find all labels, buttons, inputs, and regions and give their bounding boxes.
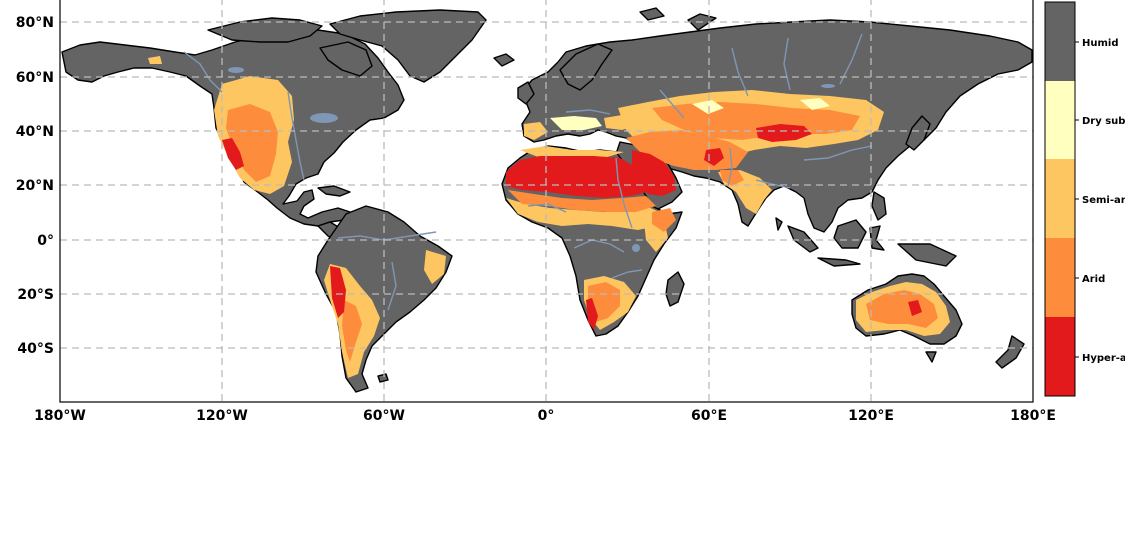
philippines [871,191,887,221]
arid-horn-of-africa [652,208,676,232]
lake-baikal [821,84,835,88]
latitude-labels: 80°N 60°N 40°N 20°N 0° 20°S 40°S [16,15,54,357]
lakes-layer [228,67,835,252]
lon-label-60w: 60°W [363,408,405,424]
lon-label-180e: 180°E [1010,408,1056,424]
semi-arid-spain [524,122,548,140]
river-yangtze [803,145,873,161]
river-zambezi [611,269,643,279]
hyper-arid-iran [704,148,724,166]
lon-label-60e: 60°E [691,408,727,424]
lat-label-80n: 80°N [16,15,54,31]
semi-arid-brazil [424,250,446,284]
iceland [493,53,515,67]
river-niger [527,203,567,213]
hudson-bay-lakes [228,67,244,73]
river-lena [839,33,863,85]
river-ob [731,47,749,97]
new-guinea [897,243,957,267]
river-volga [659,89,685,119]
colorbar-label-arid: Arid [1082,274,1105,285]
colorbar-label-humid: Humid [1082,38,1119,49]
lon-label-0: 0° [538,408,555,424]
arid-thar [720,170,744,186]
cuba [317,185,351,197]
arctic-archipelago [207,17,323,43]
dry-subhumid-zones [550,98,830,130]
borneo [833,219,867,249]
colorbar-swatch-dry-subhumid [1045,81,1075,159]
sri-lanka [775,217,783,231]
lon-label-120w: 120°W [196,408,248,424]
semi-arid-sahel [506,198,664,230]
lat-label-40s: 40°S [17,341,54,357]
lat-label-40n: 40°N [16,124,54,140]
lon-label-180w: 180°W [34,408,86,424]
lon-label-120e: 120°E [848,408,894,424]
british-isles [517,81,535,105]
river-yenisei [783,37,791,91]
colorbar-label-hyper-arid: Hyper-a [1082,353,1125,364]
lat-label-20s: 20°S [17,287,54,303]
greenland [329,9,487,83]
java [817,257,861,267]
great-lakes [310,113,338,123]
colorbar-swatch-semi-arid [1045,159,1075,238]
longitude-labels: 180°W 120°W 60°W 0° 60°E 120°E 180°E [34,408,1056,424]
graticule [60,0,1033,402]
river-mississippi [287,91,305,181]
hyper-arid-australia-center [908,300,922,316]
river-indus [727,147,733,187]
aridity-colorbar: Humid Dry sub Semi-ar Arid Hyper-a [1044,1,1125,397]
lat-label-20n: 20°N [16,178,54,194]
hyper-arid-taklamakan [756,124,812,142]
lake-victoria [632,244,640,252]
river-parana [387,261,397,311]
lat-label-0: 0° [37,233,54,249]
scandinavia [559,43,613,91]
semi-arid-turkey-caspian [604,114,640,130]
baffin-island [319,41,373,77]
new-zealand [995,335,1025,369]
dry-subhumid-mediterranean [550,116,602,130]
arid-australia [866,290,938,328]
tasmania [925,351,937,363]
dry-subhumid-caspian [692,100,724,114]
arid-north-america [226,104,278,182]
arid-sahel [508,190,656,212]
hyper-arid-mexico [222,138,244,170]
semi-arid-alaska [148,56,162,64]
river-mackenzie [183,51,223,93]
japan [905,115,931,151]
sulawesi [869,225,885,251]
arid-patagonia [342,300,362,362]
dry-subhumid-central-asia [800,98,830,110]
colorbar-label-dry-subhumid: Dry sub [1082,116,1125,127]
river-congo [573,239,625,253]
rivers-layer [183,33,873,311]
svalbard [639,7,665,21]
map-frame [59,0,1034,403]
colorbar-swatch-arid [1045,238,1075,317]
colorbar-swatch-hyper-arid [1045,317,1075,396]
colorbar-label-semi-arid: Semi-ar [1082,195,1125,206]
river-nile [615,157,633,229]
hyper-arid-sahara [506,156,648,198]
falklands [377,373,389,383]
hyper-arid-atacama [330,266,346,318]
river-ganges [755,179,791,189]
lat-label-60n: 60°N [16,70,54,86]
river-danube [565,109,611,115]
hyper-arid-namib [586,298,598,330]
colorbar-swatch-humid [1045,2,1075,81]
sumatra [787,225,819,253]
